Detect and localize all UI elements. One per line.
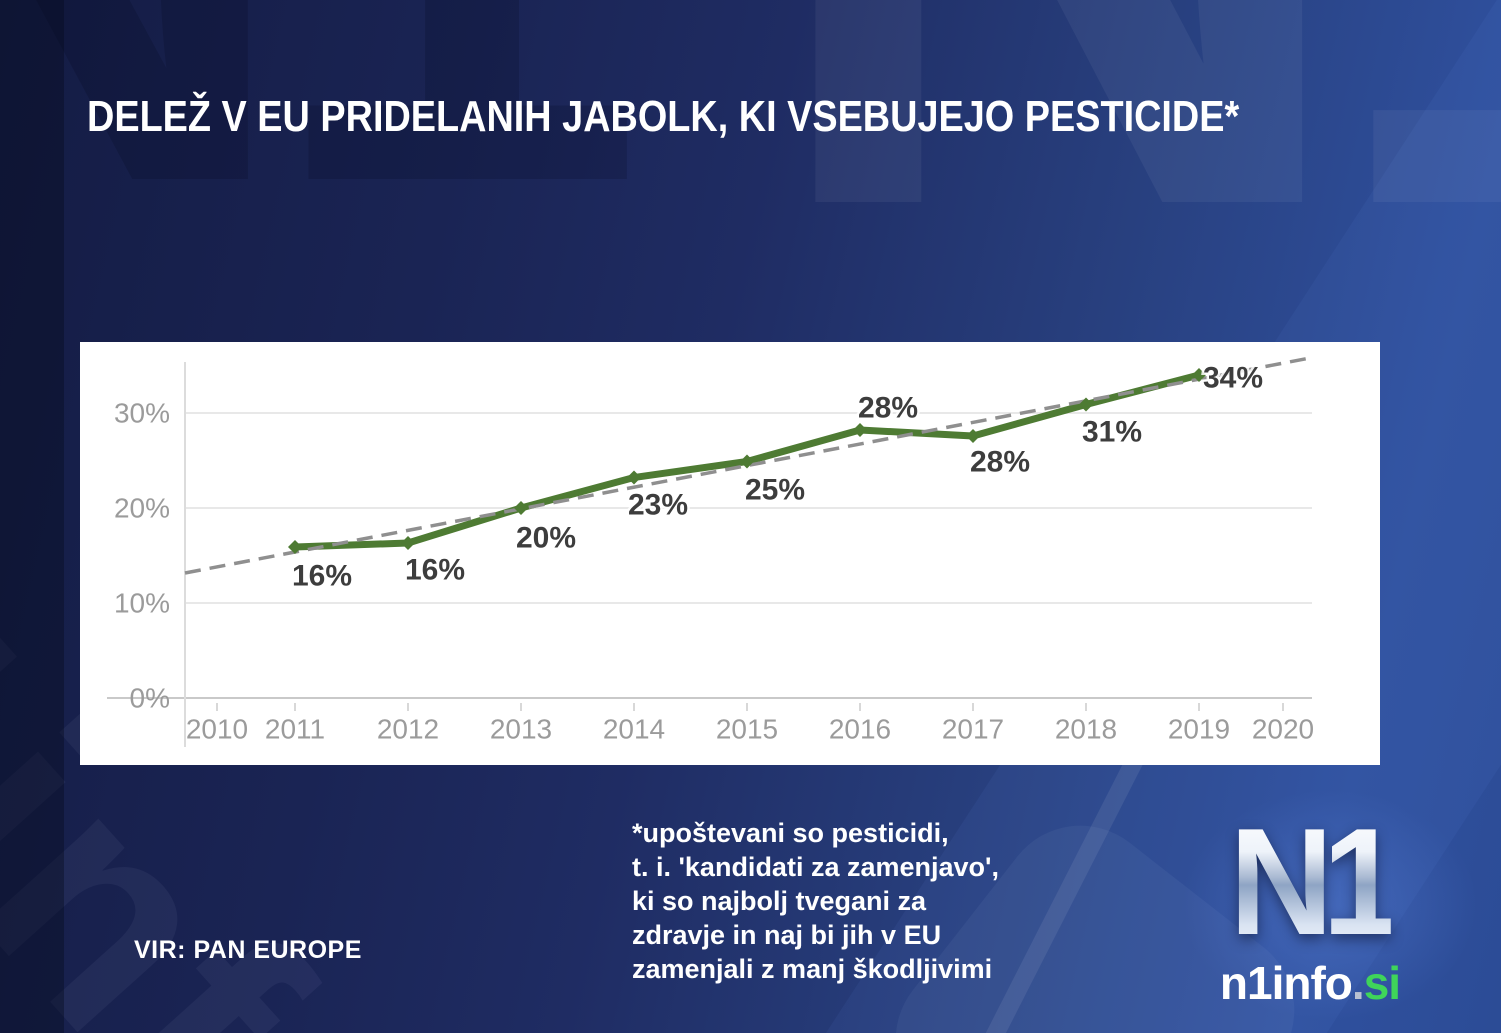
- data-point-label: 25%: [745, 474, 805, 507]
- x-axis-label: 2019: [1168, 714, 1230, 745]
- y-axis-label: 20%: [114, 493, 170, 524]
- line-chart: 0% 10% 20% 30% 2010 2011 2012 2013 2014 2015 2016 2…: [107, 356, 1314, 747]
- data-point-marker: [966, 429, 980, 443]
- data-point-label: 16%: [405, 554, 465, 587]
- background-left-strip: [0, 0, 64, 1033]
- page-title-text: DELEŽ V EU PRIDELANIH JABOLK, KI VSEBUJE…: [87, 92, 1240, 141]
- data-point-marker: [627, 470, 641, 485]
- trend-line: [184, 356, 1311, 575]
- data-point-marker: [288, 540, 302, 554]
- data-point-marker: [1192, 368, 1206, 382]
- data-point-marker: [1079, 397, 1093, 412]
- x-axis-label: 2013: [490, 714, 552, 745]
- x-axis-label: 2011: [265, 714, 325, 745]
- y-axis-label: 0%: [130, 683, 170, 714]
- footnote-line: t. i. 'kandidati za zamenjavo',: [632, 852, 999, 882]
- x-axis-label: 2012: [377, 714, 439, 745]
- n1-watermark-light: N1: [760, 0, 1501, 340]
- data-point-label: 28%: [858, 392, 918, 425]
- data-point-label: 34%: [1203, 362, 1263, 395]
- x-axis-label: 2014: [603, 714, 665, 745]
- data-point-label: 31%: [1082, 416, 1142, 449]
- x-axis-label: 2015: [716, 714, 778, 745]
- data-point-label: 20%: [516, 522, 576, 555]
- y-axis-label: 10%: [114, 588, 170, 619]
- footnote-line: zamenjali z manj škodljivimi: [632, 954, 993, 984]
- x-axis-label: 2020: [1252, 714, 1314, 745]
- footnote: *upoštevani so pesticidi, t. i. 'kandida…: [632, 816, 999, 986]
- n1-logo-mark: N1: [1229, 797, 1402, 967]
- n1-logo: N1 n1info.si: [1195, 806, 1425, 1006]
- footnote-line: zdravje in naj bi jih v EU: [632, 920, 942, 950]
- data-point-marker: [740, 454, 754, 469]
- data-point-label: 23%: [628, 489, 688, 522]
- chart-panel: 0% 10% 20% 30% 2010 2011 2012 2013 2014 2015 2016 2…: [80, 342, 1380, 765]
- data-point-marker: [514, 501, 528, 515]
- y-axis-label: 30%: [114, 398, 170, 429]
- page-title: DELEŽ V EU PRIDELANIH JABOLK, KI VSEBUJE…: [87, 92, 1427, 142]
- n1-logo-tld: si: [1363, 957, 1401, 1009]
- data-point-label: 28%: [970, 446, 1030, 479]
- source-credit: VIR: PAN EUROPE: [134, 936, 362, 964]
- n1-logo-site-name: n1info: [1219, 957, 1353, 1009]
- x-axis-label: 2016: [829, 714, 891, 745]
- x-axis-label: 2010: [186, 714, 248, 745]
- n1-logo-dot: .: [1351, 957, 1365, 1009]
- data-point-marker: [853, 423, 867, 437]
- x-axis-label: 2017: [942, 714, 1004, 745]
- footnote-line: ki so najbolj tvegani za: [632, 886, 927, 916]
- n1-watermark-dark: N1: [0, 0, 646, 290]
- n1-logo-site: n1info.si: [1195, 960, 1425, 1006]
- data-point-marker: [401, 536, 415, 550]
- data-point-label: 16%: [292, 560, 352, 593]
- x-axis-label: 2018: [1055, 714, 1117, 745]
- footnote-line: *upoštevani so pesticidi,: [632, 818, 949, 848]
